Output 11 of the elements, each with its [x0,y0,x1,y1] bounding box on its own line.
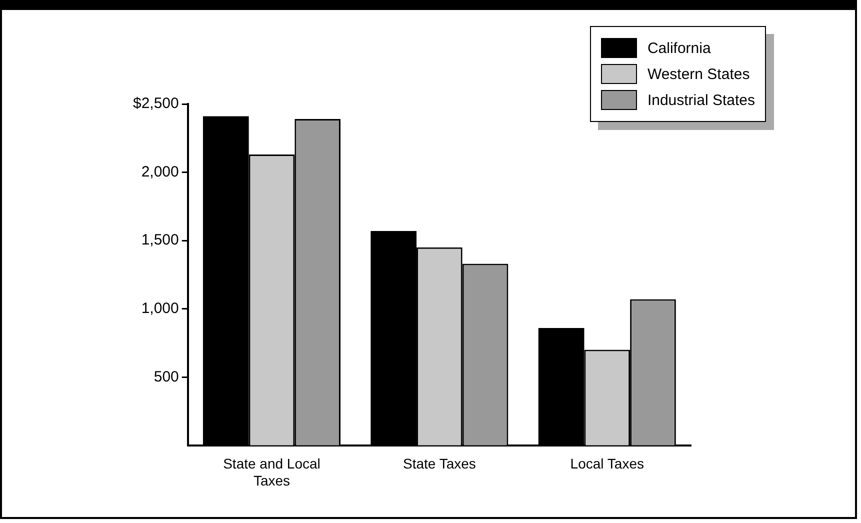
x-tick-label: State and Local Taxes [223,456,320,488]
legend-label: Industrial States [647,92,755,108]
legend-label: California [647,40,711,56]
y-tick-label: 500 [154,368,179,386]
y-tick-label: 1,500 [141,232,179,249]
legend-label: Western States [647,66,750,82]
x-tick-label: State Taxes [402,456,476,472]
y-tick-label: 2,000 [141,163,179,180]
x-tick-label: Local Taxes [570,456,644,472]
y-tick-label: $2,500 [132,95,179,112]
y-tick-label: 1,000 [141,300,179,317]
